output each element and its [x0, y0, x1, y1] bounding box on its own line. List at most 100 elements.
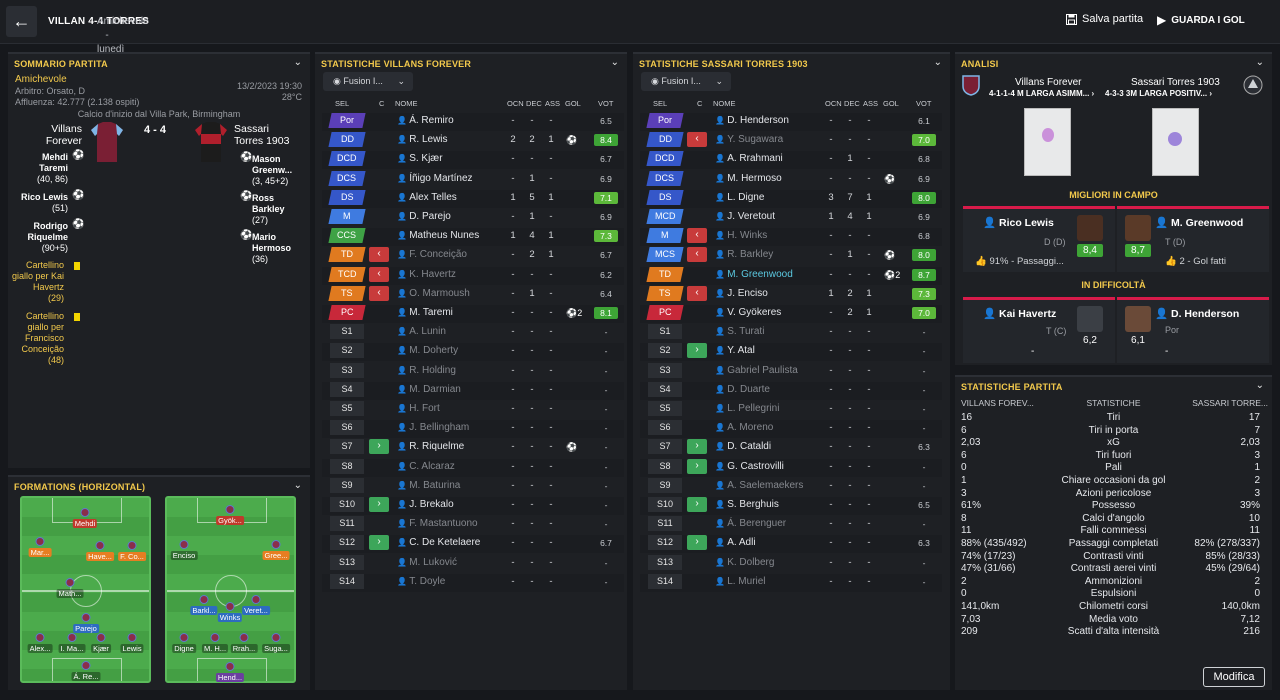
player-dot[interactable] — [35, 537, 45, 546]
table-row[interactable]: TCD ‹ 👤 K. Havertz - - - 6.2 — [322, 266, 624, 285]
player-name[interactable]: 👤 C. De Ketelaere — [397, 535, 480, 551]
player-name[interactable]: 👤 A. Saelemaekers — [715, 478, 803, 494]
player-name[interactable]: 👤 S. Turati — [715, 324, 764, 340]
player-name[interactable]: 👤 J. Bellingham — [397, 420, 469, 436]
best-player-card[interactable]: 8,7 👤 M. Greenwood T (D) 👍 2 - Gol fatti — [1117, 206, 1269, 272]
player-name[interactable]: 👤 Íñigo Martínez — [397, 171, 473, 187]
player-name[interactable]: 👤 J. Veretout — [715, 209, 775, 225]
player-dot[interactable] — [96, 633, 106, 642]
player-name[interactable]: 👤 S. Kjær — [397, 151, 443, 167]
table-row[interactable]: S9 👤 A. Saelemaekers - - - - — [640, 477, 942, 496]
player-dot[interactable] — [199, 595, 209, 604]
table-row[interactable]: S14 👤 T. Doyle - - - - — [322, 573, 624, 592]
table-row[interactable]: PC 👤 M. Taremi - - - ⚽2 8.1 — [322, 305, 624, 323]
player-name[interactable]: 👤 Alex Telles — [397, 190, 457, 206]
player-dot[interactable] — [271, 633, 281, 642]
table-row[interactable]: S2 👤 M. Doherty - - - - — [322, 343, 624, 362]
player-name[interactable]: 👤 M. Darmian — [397, 382, 461, 398]
player-dot[interactable] — [81, 661, 91, 670]
player-name[interactable]: 👤 J. Enciso — [715, 286, 768, 302]
player-name[interactable]: 👤 G. Castrovilli — [715, 459, 784, 475]
chevron-down-icon[interactable]: ⌄ — [1255, 380, 1264, 391]
home-formation[interactable]: 4-1-1-4 M LARGA ASIMM... › — [989, 89, 1095, 98]
table-row[interactable]: S6 👤 A. Moreno - - - - — [640, 420, 942, 439]
table-row[interactable]: S8 › 👤 G. Castrovilli - - - - — [640, 458, 942, 477]
player-name[interactable]: 👤 S. Berghuis — [715, 497, 779, 513]
chevron-down-icon[interactable]: ⌄ — [610, 57, 619, 68]
table-row[interactable]: S1 👤 S. Turati - - - - — [640, 324, 942, 342]
table-row[interactable]: S14 👤 L. Muriel - - - - — [640, 573, 942, 592]
player-dot[interactable] — [35, 633, 45, 642]
table-row[interactable]: DCD 👤 A. Rrahmani - 1 - 6.8 — [640, 151, 942, 170]
player-name[interactable]: 👤 J. Brekalo — [397, 497, 454, 513]
player-name[interactable]: 👤 A. Lunin — [397, 324, 446, 340]
table-row[interactable]: S3 👤 Gabriel Paulista - - - - — [640, 362, 942, 381]
watch-goals-button[interactable]: ▶ GUARDA I GOL — [1157, 13, 1245, 27]
player-dot[interactable] — [95, 541, 105, 550]
player-name[interactable]: 👤 H. Fort — [397, 401, 440, 417]
player-name[interactable]: 👤 L. Muriel — [715, 574, 766, 590]
player-name[interactable]: 👤 M. Luković — [397, 555, 457, 571]
player-name[interactable]: 👤 L. Digne — [715, 190, 764, 206]
player-dot[interactable] — [127, 541, 137, 550]
player-name[interactable]: 👤 M. Hermoso — [715, 171, 782, 187]
table-row[interactable]: MCS ‹ 👤 R. Barkley - 1 - ⚽ 8.0 — [640, 247, 942, 265]
table-row[interactable]: DD ‹ 👤 Y. Sugawara - - - 7.0 — [640, 132, 942, 150]
player-name[interactable]: 👤 R. Lewis — [397, 132, 448, 148]
player-name[interactable]: 👤 C. Alcaraz — [397, 459, 455, 475]
player-name[interactable]: 👤 R. Holding — [397, 363, 456, 379]
player-name[interactable]: 👤 Á. Berenguer — [715, 516, 786, 532]
player-name[interactable]: 👤 F. Mastantuono — [397, 516, 478, 532]
table-row[interactable]: S11 👤 F. Mastantuono - - - - — [322, 516, 624, 534]
player-dot[interactable] — [179, 633, 189, 642]
chevron-down-icon[interactable]: ⌄ — [1255, 57, 1264, 68]
table-row[interactable]: M 👤 D. Parejo - 1 - 6.9 — [322, 209, 624, 227]
struggling-player-card[interactable]: 👤 Kai Havertz T (C) 6,2 - — [963, 297, 1115, 363]
table-row[interactable]: DS 👤 Alex Telles 1 5 1 7.1 — [322, 189, 624, 208]
table-row[interactable]: S7 › 👤 R. Riquelme - - - ⚽ - — [322, 439, 624, 457]
table-row[interactable]: S9 👤 M. Baturina - - - - — [322, 477, 624, 496]
away-formation[interactable]: 4-3-3 3M LARGA POSITIV... › — [1105, 89, 1212, 98]
table-row[interactable]: S12 › 👤 C. De Ketelaere - - - 6.7 — [322, 535, 624, 554]
competition-link[interactable]: Amichevole — [15, 74, 67, 85]
player-name[interactable]: 👤 A. Moreno — [715, 420, 773, 436]
table-row[interactable]: S7 › 👤 D. Cataldi - - - 6.3 — [640, 439, 942, 457]
player-name[interactable]: 👤 M. Doherty — [397, 343, 458, 359]
player-name[interactable]: 👤 L. Pellegrini — [715, 401, 779, 417]
table-row[interactable]: S1 👤 A. Lunin - - - - — [322, 324, 624, 342]
player-dot[interactable] — [65, 578, 75, 587]
player-name[interactable]: 👤 Y. Atal — [715, 343, 755, 359]
table-row[interactable]: TS ‹ 👤 O. Marmoush - 1 - 6.4 — [322, 285, 624, 304]
player-dot[interactable] — [225, 662, 235, 671]
table-row[interactable]: S6 👤 J. Bellingham - - - - — [322, 420, 624, 439]
player-name[interactable]: 👤 M. Taremi — [397, 305, 453, 321]
player-name[interactable]: 👤 A. Rrahmani — [715, 151, 783, 167]
table-row[interactable]: S4 👤 M. Darmian - - - - — [322, 381, 624, 400]
table-row[interactable]: Por 👤 Á. Remiro - - - 6.5 — [322, 113, 624, 131]
table-row[interactable]: TS ‹ 👤 J. Enciso 1 2 1 7.3 — [640, 285, 942, 304]
table-row[interactable]: CCS 👤 Matheus Nunes 1 4 1 7.3 — [322, 228, 624, 247]
table-row[interactable]: TD 👤 M. Greenwood - - - ⚽2 8.7 — [640, 266, 942, 285]
player-dot[interactable] — [67, 633, 77, 642]
table-row[interactable]: MCD 👤 J. Veretout 1 4 1 6.9 — [640, 209, 942, 227]
table-row[interactable]: S5 👤 H. Fort - - - - — [322, 401, 624, 419]
away-view-select[interactable]: ◉ Fusion I... ⌄ — [641, 72, 731, 91]
player-name[interactable]: 👤 R. Barkley — [715, 247, 773, 263]
table-row[interactable]: S12 › 👤 A. Adli - - - 6.3 — [640, 535, 942, 554]
player-name[interactable]: 👤 K. Dolberg — [715, 555, 774, 571]
player-name[interactable]: 👤 D. Cataldi — [715, 439, 771, 455]
table-row[interactable]: TD ‹ 👤 F. Conceição - 2 1 6.7 — [322, 247, 624, 265]
table-row[interactable]: PC 👤 V. Gyökeres - 2 1 7.0 — [640, 305, 942, 323]
player-name[interactable]: 👤 V. Gyökeres — [715, 305, 781, 321]
table-row[interactable]: S3 👤 R. Holding - - - - — [322, 362, 624, 381]
player-name[interactable]: 👤 A. Adli — [715, 535, 756, 551]
player-name[interactable]: 👤 R. Riquelme — [397, 439, 464, 455]
player-name[interactable]: 👤 Matheus Nunes — [397, 228, 479, 244]
player-name[interactable]: 👤 H. Winks — [715, 228, 767, 244]
player-name[interactable]: 👤 T. Doyle — [397, 574, 445, 590]
home-view-select[interactable]: ◉ Fusion I... ⌄ — [323, 72, 413, 91]
player-name[interactable]: 👤 Gabriel Paulista — [715, 363, 798, 379]
player-dot[interactable] — [81, 613, 91, 622]
player-dot[interactable] — [225, 505, 235, 514]
table-row[interactable]: S11 👤 Á. Berenguer - - - - — [640, 516, 942, 534]
